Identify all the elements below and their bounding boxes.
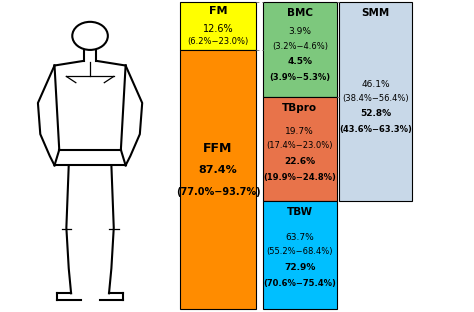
FancyBboxPatch shape [180, 50, 256, 309]
Text: 22.6%: 22.6% [284, 157, 315, 166]
FancyBboxPatch shape [339, 2, 412, 201]
Text: 19.7%: 19.7% [285, 127, 314, 136]
Text: (55.2%−68.4%): (55.2%−68.4%) [266, 247, 333, 256]
Text: 63.7%: 63.7% [285, 233, 314, 242]
Text: (3.2%−4.6%): (3.2%−4.6%) [272, 41, 328, 51]
Text: TBpro: TBpro [282, 103, 318, 113]
FancyBboxPatch shape [263, 201, 337, 309]
FancyBboxPatch shape [263, 97, 337, 201]
Text: (70.6%−75.4%): (70.6%−75.4%) [264, 279, 336, 288]
Text: 87.4%: 87.4% [199, 165, 237, 175]
FancyBboxPatch shape [180, 2, 256, 50]
Text: (19.9%−24.8%): (19.9%−24.8%) [264, 173, 336, 182]
Text: 4.5%: 4.5% [287, 57, 312, 66]
Text: (6.2%−23.0%): (6.2%−23.0%) [187, 37, 249, 46]
Text: 72.9%: 72.9% [284, 263, 316, 272]
Text: 3.9%: 3.9% [288, 27, 311, 37]
Text: 46.1%: 46.1% [361, 80, 390, 89]
Text: (77.0%−93.7%): (77.0%−93.7%) [176, 187, 260, 197]
Text: 52.8%: 52.8% [360, 110, 391, 118]
Text: (17.4%−23.0%): (17.4%−23.0%) [266, 141, 333, 150]
Text: FFM: FFM [203, 142, 233, 155]
Text: (3.9%−5.3%): (3.9%−5.3%) [269, 73, 330, 82]
FancyBboxPatch shape [263, 2, 337, 97]
Text: (38.4%−56.4%): (38.4%−56.4%) [342, 94, 409, 103]
Text: TBW: TBW [287, 207, 313, 217]
Text: 12.6%: 12.6% [203, 24, 233, 34]
Text: BMC: BMC [287, 8, 313, 18]
Text: SMM: SMM [362, 8, 390, 18]
Text: (43.6%−63.3%): (43.6%−63.3%) [339, 125, 412, 134]
Text: FM: FM [209, 6, 228, 16]
